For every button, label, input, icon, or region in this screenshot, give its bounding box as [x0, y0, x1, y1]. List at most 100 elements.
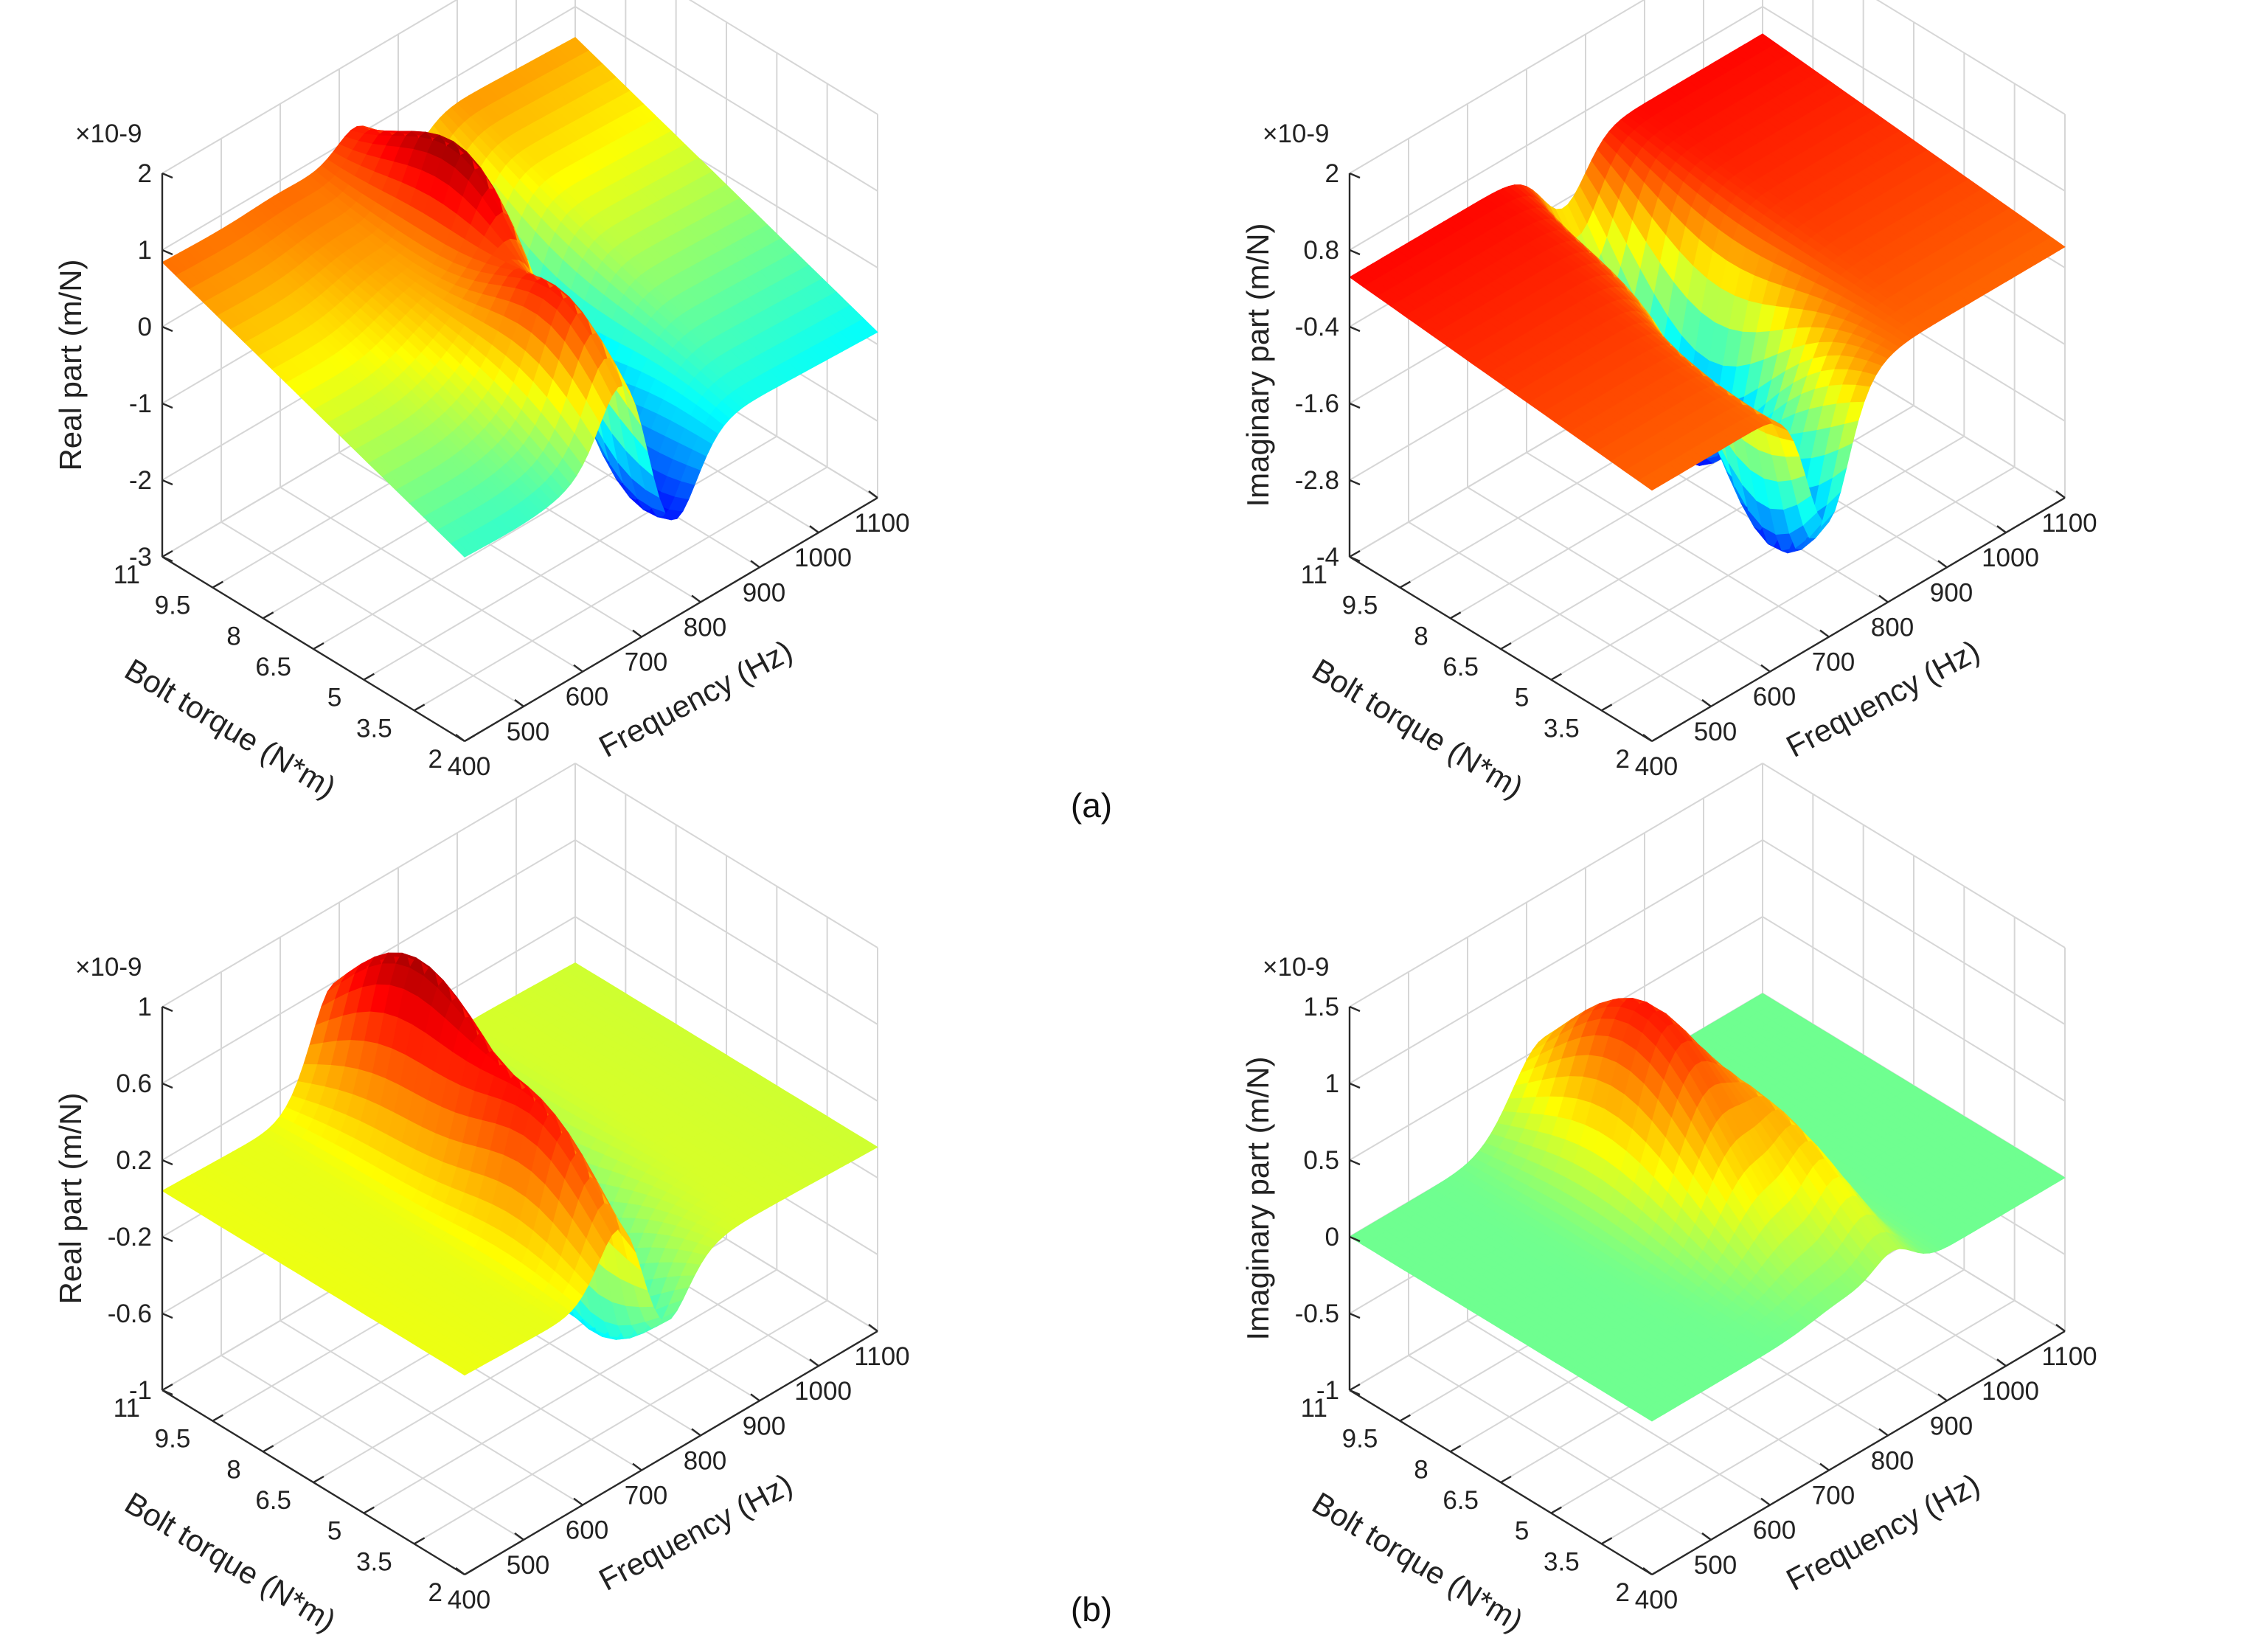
chart-2: -4-2.8-1.6-0.40.8223.556.589.51140050060…: [1240, 0, 2097, 805]
z-tick-label: 0: [138, 313, 152, 341]
y-tick: [313, 1475, 324, 1484]
grid-line: [1349, 763, 1763, 1007]
surface: [162, 37, 878, 558]
y-tick-label: 9.5: [155, 591, 191, 620]
y-tick-label: 6.5: [1443, 653, 1479, 681]
y-tick: [414, 704, 426, 712]
y-tick: [162, 1383, 173, 1392]
z-tick: [1349, 172, 1361, 179]
surface: [1349, 993, 2066, 1422]
x-tick-label: 600: [566, 1516, 608, 1545]
y-tick: [1399, 580, 1411, 589]
surface: [162, 952, 878, 1376]
grid-line: [363, 435, 777, 681]
z-tick-label: 2: [1325, 159, 1339, 188]
x-tick-label: 500: [1694, 718, 1737, 746]
z-tick: [162, 1235, 173, 1243]
z-axis-title: Real part (m/N): [53, 259, 88, 471]
x-tick-label: 400: [1635, 752, 1678, 781]
x-tick: [868, 1324, 878, 1332]
x-tick: [573, 664, 583, 673]
z-tick-label: -1.6: [1295, 389, 1339, 418]
y-axis-title: Bolt torque (N*m): [119, 652, 341, 805]
y-tick: [464, 734, 476, 743]
x-tick: [1878, 594, 1889, 603]
y-axis-title: Bolt torque (N*m): [119, 1485, 341, 1638]
x-tick: [809, 1358, 819, 1367]
x-tick-label: 700: [1812, 648, 1855, 677]
x-tick-label: 800: [684, 613, 726, 642]
chart-4: -1-0.500.511.523.556.589.511400500600700…: [1240, 763, 2097, 1638]
y-tick: [263, 611, 274, 620]
grid-line: [162, 0, 458, 174]
y-tick: [464, 1567, 476, 1576]
z-tick: [1349, 325, 1361, 333]
x-tick-label: 900: [1930, 578, 1973, 607]
z-tick: [162, 325, 173, 333]
z-axis-title: Imaginary part (m/N): [1240, 223, 1275, 507]
x-tick: [750, 560, 760, 569]
x-tick: [868, 490, 878, 499]
x-tick: [691, 594, 701, 603]
chart-1: -3-2-101223.556.589.51140050060070080090…: [53, 0, 910, 805]
z-exponent-label: ×10-9: [75, 953, 142, 982]
x-tick-label: 1000: [794, 544, 852, 572]
z-tick-label: -0.6: [108, 1299, 152, 1328]
z-tick-label: -0.2: [108, 1223, 152, 1252]
x-tick-label: 400: [448, 752, 490, 781]
x-tick-label: 800: [1871, 613, 1914, 642]
x-tick: [573, 1497, 583, 1506]
z-tick: [1349, 402, 1361, 409]
z-tick: [162, 1005, 173, 1013]
z-tick: [162, 172, 173, 179]
y-tick-label: 3.5: [1544, 714, 1580, 743]
y-tick: [313, 642, 324, 650]
y-tick-label: 8: [226, 1455, 240, 1484]
z-tick-label: 0.8: [1303, 236, 1339, 265]
x-tick: [455, 1567, 465, 1575]
x-tick-label: 800: [684, 1446, 726, 1475]
z-exponent-label: ×10-9: [75, 119, 142, 148]
x-tick: [632, 1462, 642, 1471]
x-tick-label: 700: [625, 1482, 667, 1510]
y-tick-label: 6.5: [255, 1486, 291, 1515]
z-tick-label: -1: [129, 389, 152, 418]
y-tick-label: 2: [1616, 745, 1630, 774]
y-tick: [212, 580, 223, 589]
chart-3: -1-0.6-0.20.20.6123.556.589.511400500600…: [53, 763, 910, 1638]
z-exponent-label: ×10-9: [1263, 119, 1330, 148]
y-tick: [1450, 611, 1462, 620]
x-tick: [1937, 560, 1948, 569]
y-tick-label: 11: [114, 560, 140, 589]
x-tick: [691, 1428, 701, 1437]
z-tick: [162, 1082, 173, 1089]
x-tick: [809, 525, 819, 534]
x-tick: [632, 629, 642, 638]
y-tick-label: 3.5: [356, 1547, 392, 1576]
x-tick-label: 500: [507, 718, 549, 746]
x-tick: [514, 1532, 524, 1541]
x-tick-label: 600: [566, 683, 608, 712]
y-tick: [414, 1537, 426, 1545]
panel-label-b: (b): [1071, 1590, 1112, 1628]
z-tick-label: -0.4: [1295, 313, 1339, 341]
y-tick: [162, 549, 173, 558]
z-tick: [162, 1312, 173, 1319]
y-tick-label: 8: [226, 622, 240, 650]
x-tick: [1996, 525, 2007, 534]
x-tick: [2055, 490, 2066, 499]
z-tick-label: 0.6: [116, 1069, 152, 1098]
y-tick-label: 5: [327, 1517, 341, 1546]
surface: [1349, 33, 2066, 554]
x-tick: [514, 698, 524, 707]
z-tick: [162, 1159, 173, 1166]
x-tick-label: 1100: [854, 1342, 909, 1371]
x-tick-label: 1000: [794, 1377, 852, 1406]
z-tick: [162, 402, 173, 409]
z-tick: [162, 479, 173, 486]
x-tick-label: 1100: [2041, 509, 2097, 538]
y-tick: [1349, 549, 1361, 558]
y-tick-label: 2: [428, 745, 442, 774]
z-tick-label: 0.2: [116, 1146, 152, 1175]
y-tick-label: 9.5: [155, 1425, 191, 1454]
